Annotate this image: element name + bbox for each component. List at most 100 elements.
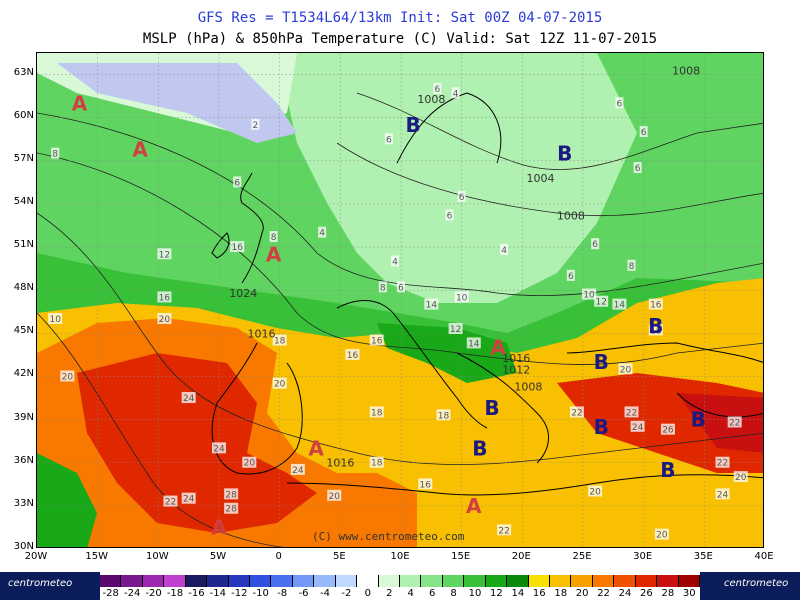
colorbar-cell [142,575,165,587]
longitude-label: 35E [693,551,713,562]
isobar-label: 1016 [247,327,275,340]
temperature-label: 6 [398,283,404,293]
temperature-label-bg [397,281,405,293]
colorbar-label: -18 [166,588,184,599]
temperature-label: 12 [450,325,461,335]
colorbar-label: 14 [511,588,525,599]
longitude-label: 10E [390,551,410,562]
colorbar-cell [657,575,679,587]
temperature-label: 16 [159,293,171,303]
isobar-label: 1008 [417,93,445,106]
colorbar-cell [207,575,229,587]
temperature-label: 20 [159,315,171,325]
temperature-label: 16 [650,301,662,311]
colorbar-cell [100,575,122,587]
temperature-label-bg [327,489,342,501]
temperature-label-bg [633,162,642,174]
temperature-label-bg [500,243,509,255]
latitude-label: 57N [13,152,34,164]
graticule [37,53,763,547]
temperature-label-bg [272,334,287,346]
colorbar-label: 0 [364,588,372,599]
temperature-label-bg [378,281,387,293]
temperature-label-bg [727,416,742,428]
temperature-label: 20 [62,372,74,382]
temperature-label: 8 [52,150,58,160]
high-pressure-marker: A [308,436,324,460]
low-pressure-marker: B [648,314,663,338]
temperature-colorbar: centrometeo -28 -24 -20 -18 -16 -14 -12 -10 -8 -6… [0,572,800,600]
colorbar-cell [335,575,358,587]
temperature-label: 22 [626,408,637,418]
temperature-label-bg [369,406,384,418]
map-title-line1: GFS Res = T1534L64/13km Init: Sat 00Z 04… [197,10,603,26]
temperature-label-bg [648,298,663,310]
temperature-label: 22 [717,459,728,469]
temperature-label: 16 [371,337,383,347]
temperature-label-bg [269,231,278,243]
colorbar-cell [185,575,208,587]
temperature-label-bg [639,126,648,138]
high-pressure-marker: A [72,91,88,115]
low-pressure-marker: B [484,396,499,420]
temperature-label: 4 [319,229,325,239]
latitude-label: 60N [13,109,34,121]
temperature-label-bg [454,291,469,303]
colorbar-cell [678,575,700,587]
colorbar-label: 12 [490,588,503,599]
low-pressure-marker: B [691,408,706,432]
colorbar-cell [400,575,422,587]
temperature-label: 6 [635,164,641,174]
colorbar-cell [292,575,315,587]
isobar-label: 1008 [557,209,585,222]
temperature-label-bg [212,442,226,454]
latitude-label: 30N [13,541,34,552]
temperature-label-bg [733,471,748,483]
colorbar-label: 10 [468,588,482,599]
colorbar-label: 26 [640,588,653,599]
isobar-label: 1016 [502,352,530,365]
latitude-label: 63N [13,66,34,78]
colorbar-label: -24 [123,588,141,599]
colorbar-cell [121,575,143,587]
latitude-label: 51N [13,239,34,251]
low-pressure-marker: B [660,458,675,482]
temperature-label: 14 [614,301,626,311]
temperature-label: 6 [386,135,392,145]
temperature-label-bg [181,392,196,404]
isobar-label: 1024 [229,287,257,300]
temperature-label: 22 [729,418,740,428]
temperature-band-4 [277,53,637,303]
temperature-label: 4 [392,257,398,267]
cold-pool-region [57,63,297,143]
map-title-line2: MSLP (hPa) & 850hPa Temperature (C) Vali… [142,31,658,47]
temperature-label: 20 [589,487,601,497]
latitude-label: 48N [13,282,34,294]
temperature-label: 28 [225,490,237,500]
temperature-label: 6 [447,211,453,221]
colorbar-label: 20 [575,588,589,599]
colorbar-label: 30 [682,588,696,599]
temperature-label: 22 [165,498,176,508]
temperature-label: 28 [225,505,237,515]
colorbar-label: -2 [341,588,352,599]
temperature-label-bg [51,147,60,159]
temperature-label: 8 [380,283,386,293]
colorbar-cell [485,575,508,587]
temperature-label-bg [618,363,633,375]
temperature-label-bg [569,406,584,418]
temperature-label: 10 [583,291,595,301]
temperature-label-bg [624,406,639,418]
temperature-label-bg [457,190,466,202]
temperature-label: 4 [501,246,507,256]
colorbar-label: -12 [231,588,248,599]
temperature-label-bg [369,456,384,468]
temperature-label: 18 [274,337,286,347]
colorbar-label: 8 [450,588,457,599]
colorbar-label: -28 [102,588,119,599]
temperature-label-bg [566,269,575,281]
temperature-label: 24 [213,444,225,454]
temperature-label-bg [715,456,730,468]
